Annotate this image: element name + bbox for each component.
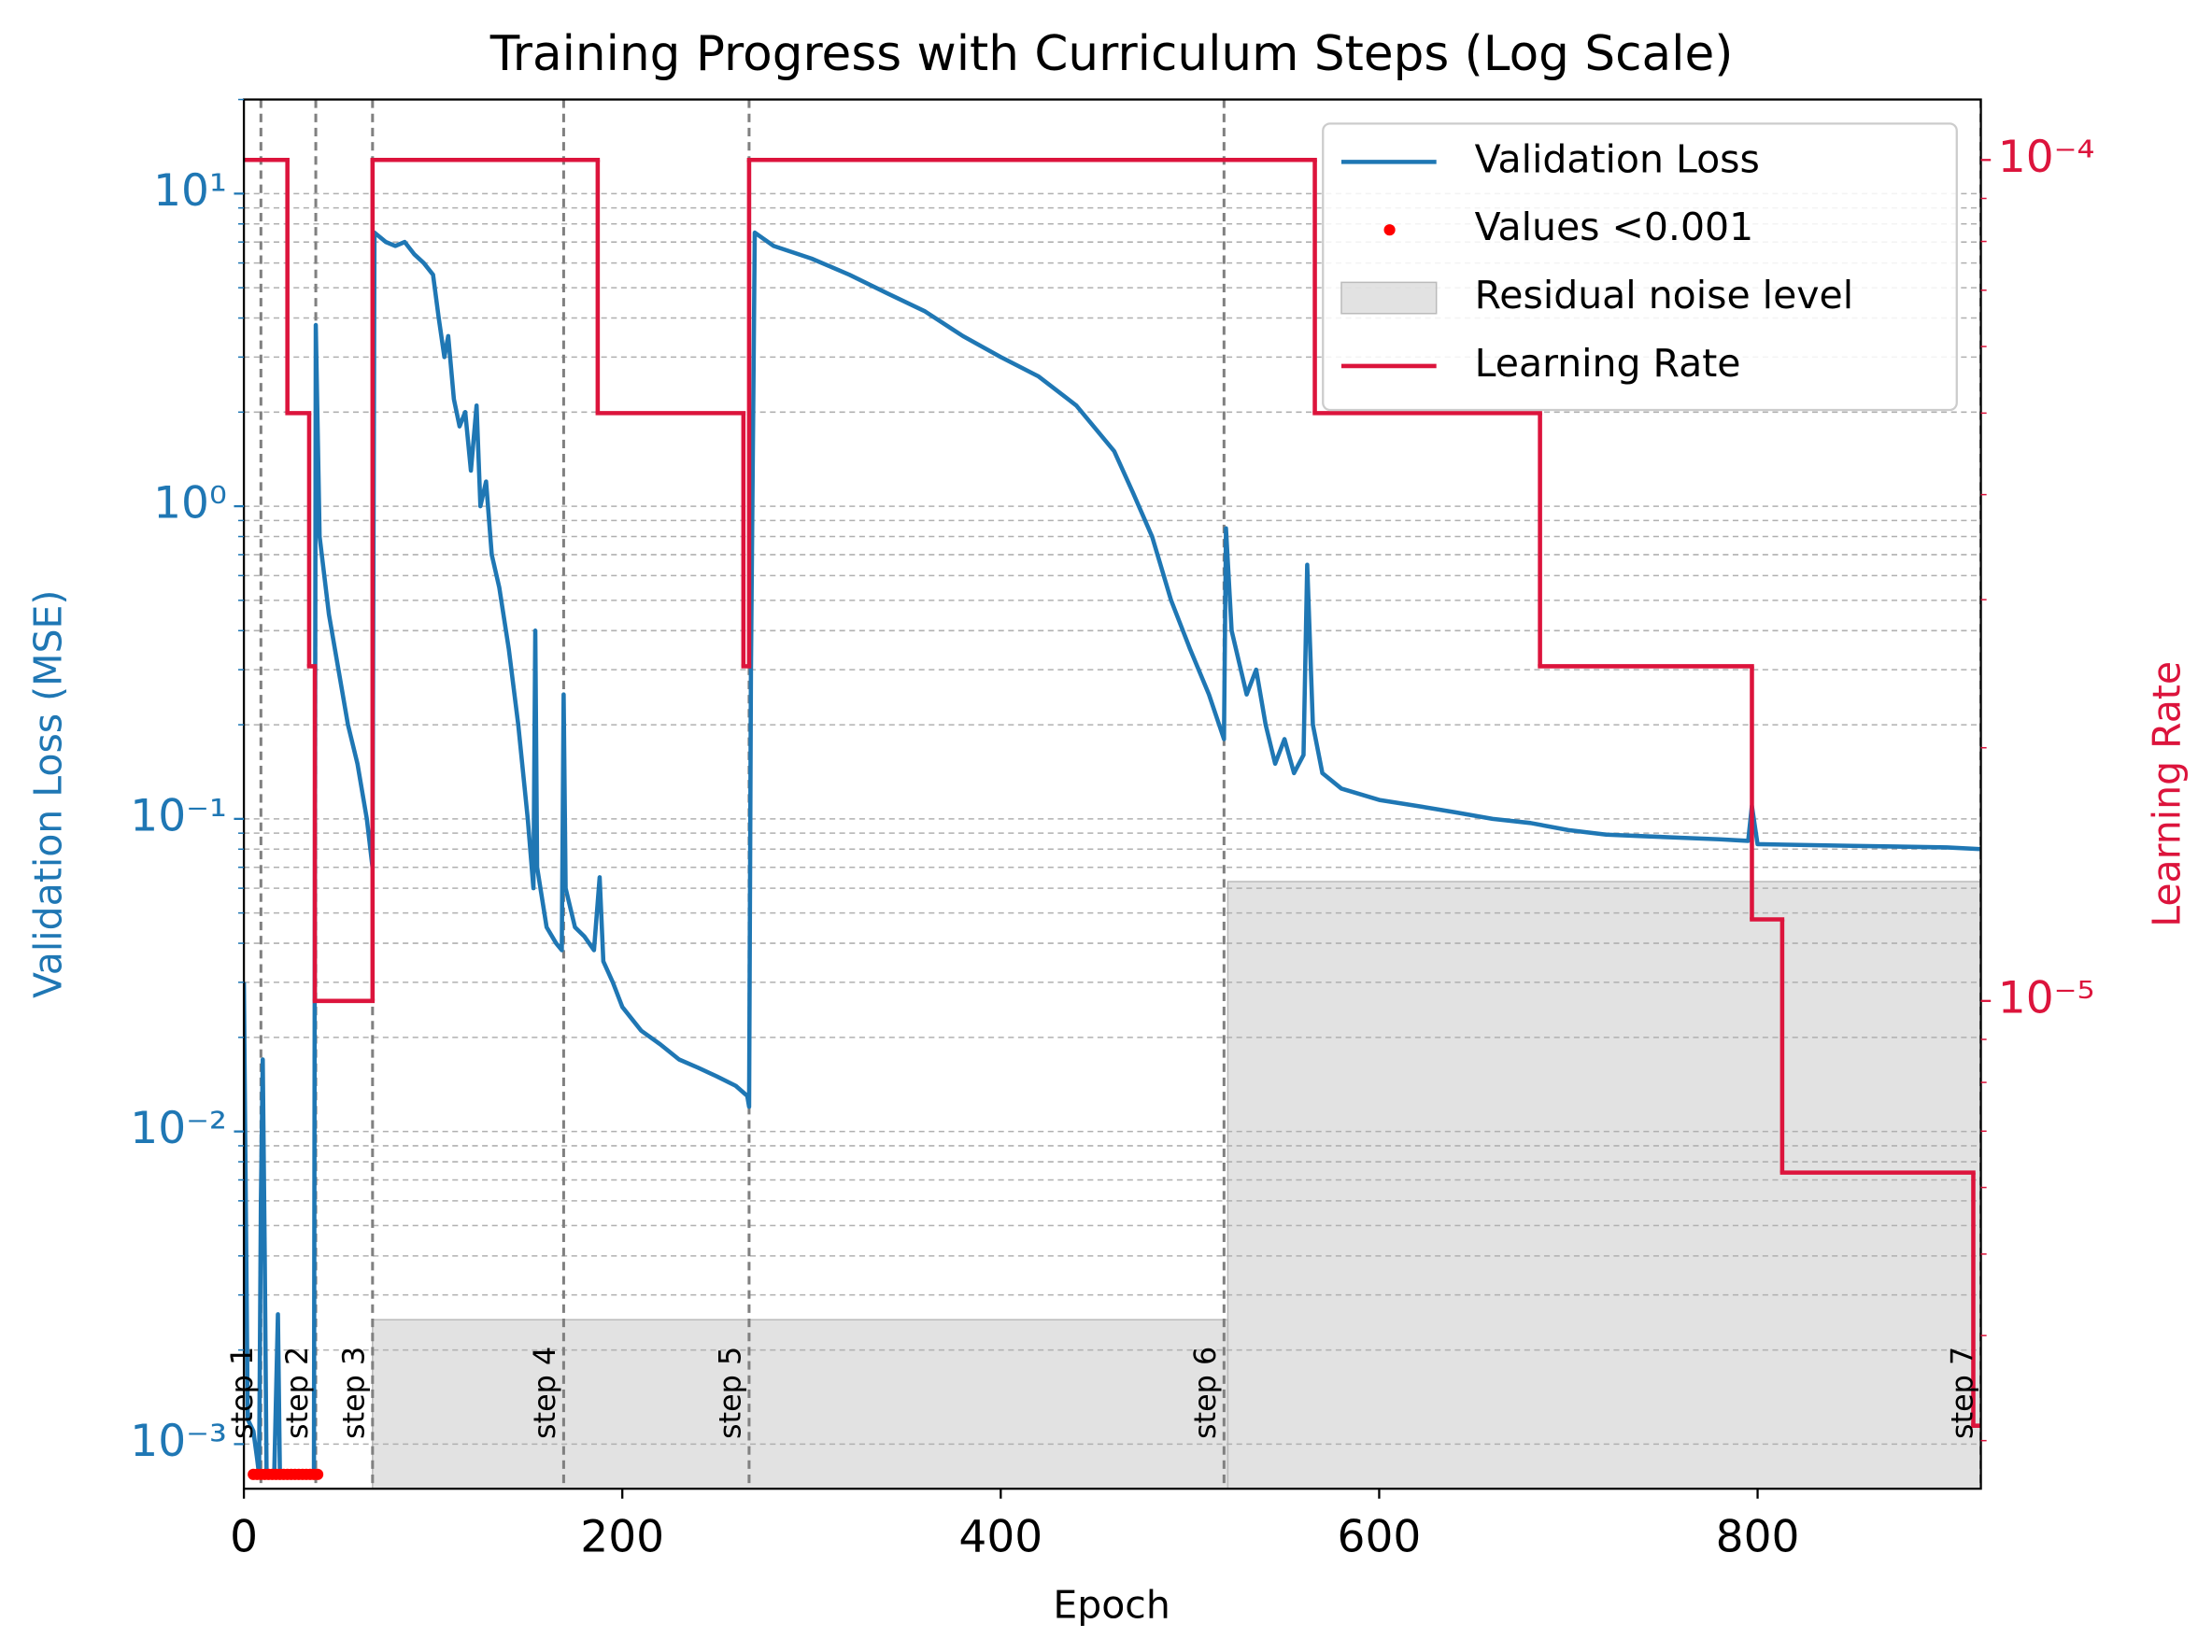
legend-swatch [1383,224,1396,236]
step-label: step 6 [1187,1347,1223,1439]
legend-label: Validation Loss [1475,136,1760,181]
step-label: step 4 [527,1347,562,1439]
plot-area [244,99,1981,1490]
noise-band [1227,881,1981,1490]
chart-title: Training Progress with Curriculum Steps … [489,26,1734,82]
step-label: step 1 [224,1347,260,1439]
step-label: step 7 [1944,1347,1979,1439]
y2-tick-label: 10⁻⁴ [1998,132,2095,183]
y-tick-label: 10⁻³ [130,1416,227,1467]
x-tick-label: 0 [230,1511,258,1562]
plot-frame [242,98,1982,1490]
x-tick-label: 800 [1716,1511,1800,1562]
x-axis-label: Epoch [1053,1583,1170,1628]
y-tick-label: 10⁻¹ [130,790,227,841]
y-tick-label: 10⁰ [153,478,227,529]
legend-label: Values <0.001 [1475,205,1753,249]
y-tick-label: 10⁻² [130,1103,227,1154]
y-axis-label: Validation Loss (MSE) [26,590,71,998]
x-tick-label: 400 [958,1511,1042,1562]
step-label: step 3 [336,1347,372,1439]
noise-band [372,1319,1229,1490]
legend-box [1322,122,1958,412]
y2-axis-label: Learning Rate [2144,661,2189,927]
x-tick-label: 200 [580,1511,664,1562]
low-value-dot [312,1468,324,1480]
x-tick-label: 600 [1338,1511,1422,1562]
axes: step 1 step 2 step 3 step 4 step 5 step 6 step… [130,98,2095,1562]
legend-label: Residual noise level [1475,273,1853,318]
y-tick-label: 10¹ [153,165,227,217]
step-label: step 5 [713,1347,748,1439]
legend-swatch [1340,281,1438,315]
legend-label: Learning Rate [1475,341,1741,386]
loss-line [244,230,1981,1477]
step-label: step 2 [279,1347,315,1439]
y2-tick-label: 10⁻⁵ [1998,972,2095,1024]
